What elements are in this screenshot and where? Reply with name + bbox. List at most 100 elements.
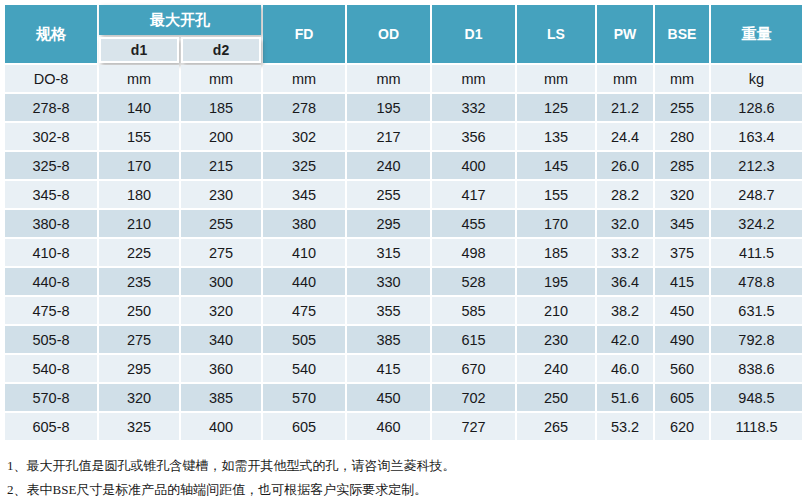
value-cell: 295 (99, 355, 179, 382)
value-cell: 450 (347, 384, 430, 411)
value-cell: 185 (517, 239, 595, 266)
value-cell: 332 (432, 94, 515, 121)
value-cell: 33.2 (597, 239, 653, 266)
row-label-cell: 505-8 (5, 326, 97, 353)
value-cell: mm (432, 65, 515, 92)
value-cell: 455 (432, 210, 515, 237)
value-cell: 200 (181, 123, 261, 150)
column-subheader-d2: d2 (181, 37, 261, 63)
value-cell: 300 (181, 268, 261, 295)
value-cell: 285 (655, 152, 709, 179)
value-cell: 240 (347, 152, 430, 179)
value-cell: 478.8 (711, 268, 802, 295)
value-cell: 125 (517, 94, 595, 121)
value-cell: 325 (263, 152, 345, 179)
value-cell: 385 (347, 326, 430, 353)
row-label-cell: 540-8 (5, 355, 97, 382)
row-label-cell: DO-8 (5, 65, 97, 92)
value-cell: 255 (181, 210, 261, 237)
value-cell: 217 (347, 123, 430, 150)
value-cell: 505 (263, 326, 345, 353)
value-cell: 46.0 (597, 355, 653, 382)
value-cell: 278 (263, 94, 345, 121)
column-header-ls: LS (517, 5, 595, 63)
value-cell: 490 (655, 326, 709, 353)
value-cell: 605 (263, 413, 345, 440)
value-cell: 135 (517, 123, 595, 150)
value-cell: 702 (432, 384, 515, 411)
column-group-max-opening: 最大开孔 (99, 5, 261, 35)
row-label-cell: 302-8 (5, 123, 97, 150)
row-label-cell: 345-8 (5, 181, 97, 208)
value-cell: 51.6 (597, 384, 653, 411)
value-cell: 170 (517, 210, 595, 237)
value-cell: 345 (655, 210, 709, 237)
value-cell: 170 (99, 152, 179, 179)
value-cell: 235 (99, 268, 179, 295)
value-cell: 460 (347, 413, 430, 440)
value-cell: 250 (517, 384, 595, 411)
column-header-pw: PW (597, 5, 653, 63)
value-cell: 475 (263, 297, 345, 324)
table-header: 规格 最大开孔 FD OD D1 LS PW BSE 重量 d1 d2 (5, 5, 802, 63)
value-cell: 360 (181, 355, 261, 382)
value-cell: 631.5 (711, 297, 802, 324)
column-subheader-d1: d1 (99, 37, 179, 63)
value-cell: mm (347, 65, 430, 92)
value-cell: 255 (347, 181, 430, 208)
column-header-d1-cap: D1 (432, 5, 515, 63)
table-row: 605-832540060546072726553.26201118.5 (5, 413, 802, 440)
row-label-cell: 440-8 (5, 268, 97, 295)
value-cell: 145 (517, 152, 595, 179)
value-cell: 560 (655, 355, 709, 382)
value-cell: 620 (655, 413, 709, 440)
value-cell: 450 (655, 297, 709, 324)
column-header-bse: BSE (655, 5, 709, 63)
row-label-cell: 380-8 (5, 210, 97, 237)
value-cell: 185 (181, 94, 261, 121)
row-label-cell: 570-8 (5, 384, 97, 411)
value-cell: 42.0 (597, 326, 653, 353)
value-cell: 230 (517, 326, 595, 353)
value-cell: 400 (432, 152, 515, 179)
footnotes: 1、最大开孔值是圆孔或锥孔含键槽，如需开其他型式的孔，请咨询兰菱科技。 2、表中… (3, 454, 804, 498)
value-cell: 540 (263, 355, 345, 382)
value-cell: 415 (347, 355, 430, 382)
value-cell: 385 (181, 384, 261, 411)
value-cell: 36.4 (597, 268, 653, 295)
table-row: 440-823530044033052819536.4415478.8 (5, 268, 802, 295)
value-cell: 180 (99, 181, 179, 208)
value-cell: 255 (655, 94, 709, 121)
value-cell: 140 (99, 94, 179, 121)
table-row: 380-821025538029545517032.0345324.2 (5, 210, 802, 237)
column-header-weight: 重量 (711, 5, 802, 63)
value-cell: 380 (263, 210, 345, 237)
row-label-cell: 278-8 (5, 94, 97, 121)
value-cell: 155 (99, 123, 179, 150)
table-row: 570-832038557045070225051.6605948.5 (5, 384, 802, 411)
column-header-spec: 规格 (5, 5, 97, 63)
value-cell: 400 (181, 413, 261, 440)
spec-table: 规格 最大开孔 FD OD D1 LS PW BSE 重量 d1 d2 DO-8… (3, 3, 804, 442)
value-cell: 325 (99, 413, 179, 440)
value-cell: 32.0 (597, 210, 653, 237)
value-cell: 53.2 (597, 413, 653, 440)
value-cell: 375 (655, 239, 709, 266)
value-cell: 248.7 (711, 181, 802, 208)
value-cell: mm (263, 65, 345, 92)
table-row: 475-825032047535558521038.2450631.5 (5, 297, 802, 324)
value-cell: 210 (517, 297, 595, 324)
value-cell: 727 (432, 413, 515, 440)
value-cell: 605 (655, 384, 709, 411)
value-cell: 324.2 (711, 210, 802, 237)
value-cell: 195 (347, 94, 430, 121)
value-cell: 615 (432, 326, 515, 353)
value-cell: 225 (99, 239, 179, 266)
value-cell: 295 (347, 210, 430, 237)
spec-sheet-page: 规格 最大开孔 FD OD D1 LS PW BSE 重量 d1 d2 DO-8… (0, 0, 807, 498)
value-cell: 275 (99, 326, 179, 353)
row-label-cell: 475-8 (5, 297, 97, 324)
value-cell: 240 (517, 355, 595, 382)
value-cell: mm (655, 65, 709, 92)
value-cell: 24.4 (597, 123, 653, 150)
